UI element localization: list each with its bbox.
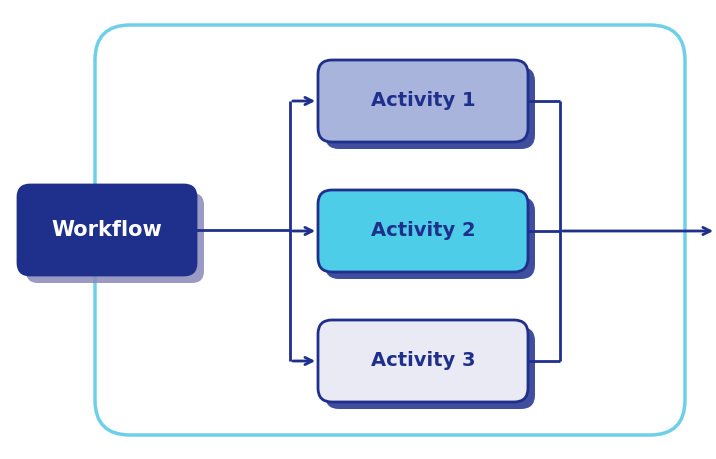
FancyBboxPatch shape <box>26 193 204 283</box>
Text: Activity 2: Activity 2 <box>371 222 475 241</box>
FancyBboxPatch shape <box>325 327 535 409</box>
Text: Activity 1: Activity 1 <box>371 91 475 111</box>
FancyBboxPatch shape <box>325 67 535 149</box>
Text: Activity 3: Activity 3 <box>371 352 475 370</box>
FancyBboxPatch shape <box>318 60 528 142</box>
FancyBboxPatch shape <box>18 185 196 275</box>
Text: Workflow: Workflow <box>52 220 163 240</box>
FancyBboxPatch shape <box>318 190 528 272</box>
FancyBboxPatch shape <box>318 320 528 402</box>
FancyBboxPatch shape <box>325 197 535 279</box>
